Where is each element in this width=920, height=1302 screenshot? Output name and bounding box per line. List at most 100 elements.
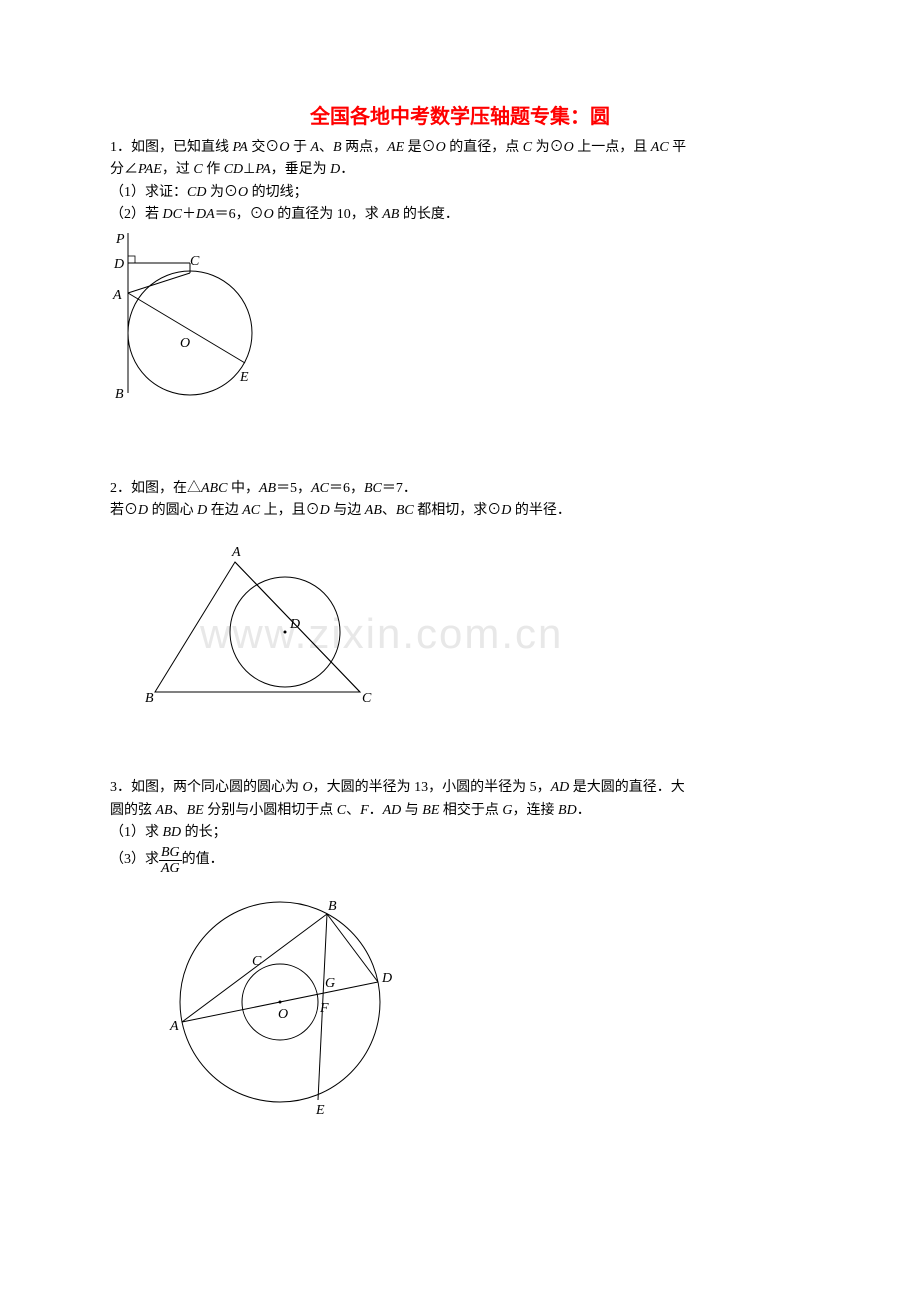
text: ，连接 xyxy=(513,803,559,818)
var-O: O xyxy=(564,140,574,155)
page-title: 全国各地中考数学压轴题专集：圆 xyxy=(110,100,810,129)
text: ＝5， xyxy=(276,481,311,496)
text: 的长度． xyxy=(399,207,459,222)
var-CD: CD xyxy=(187,185,206,200)
label-B: B xyxy=(145,691,154,706)
text: 分∠ xyxy=(110,162,138,177)
problem-2: 2．如图，在△ABC 中，AB＝5，AC＝6，BC＝7． 若⊙D 的圆心 D 在… xyxy=(110,478,810,523)
var-C: C xyxy=(337,803,346,818)
label-C: C xyxy=(190,254,200,269)
var-D: D xyxy=(330,162,340,177)
text: 于 xyxy=(289,140,310,155)
text: 为⊙ xyxy=(532,140,564,155)
text: 与 xyxy=(401,803,422,818)
var-D: D xyxy=(197,503,207,518)
text: 在边 xyxy=(207,503,242,518)
text: 的直径，点 xyxy=(446,140,523,155)
var-O: O xyxy=(436,140,446,155)
text: 与边 xyxy=(330,503,365,518)
label-A: A xyxy=(231,545,241,560)
text: 都相切，求⊙ xyxy=(414,503,502,518)
text: ＋ xyxy=(182,207,196,222)
var-F: F xyxy=(360,803,369,818)
var-BC: BC xyxy=(364,481,382,496)
var-AE: AE xyxy=(387,140,404,155)
text: 、 xyxy=(382,503,396,518)
label-A: A xyxy=(112,288,122,303)
frac-num: BG xyxy=(159,845,182,861)
text: 分别与小圆相切于点 xyxy=(204,803,337,818)
label-C: C xyxy=(252,954,262,969)
text: 的值． xyxy=(182,849,224,871)
text: ，垂足为 xyxy=(271,162,331,177)
text: 上，且⊙ xyxy=(260,503,320,518)
var-O: O xyxy=(264,207,274,222)
var-AC: AC xyxy=(242,503,260,518)
text: ＝6， xyxy=(329,481,364,496)
var-AB: AB xyxy=(259,481,276,496)
text: ，大圆的半径为 13，小圆的半径为 5， xyxy=(313,780,551,795)
text: 两点， xyxy=(342,140,388,155)
text: 的切线； xyxy=(248,185,308,200)
problem-3: 3．如图，两个同心圆的圆心为 O，大圆的半径为 13，小圆的半径为 5，AD 是… xyxy=(110,777,810,876)
text: 平 xyxy=(669,140,687,155)
var-BE: BE xyxy=(187,803,204,818)
var-D: D xyxy=(501,503,511,518)
label-B: B xyxy=(115,387,124,402)
label-C: C xyxy=(362,691,372,706)
label-A: A xyxy=(169,1019,179,1034)
text: ＝7． xyxy=(382,481,417,496)
text: 作 xyxy=(203,162,224,177)
text: 上一点，且 xyxy=(574,140,651,155)
var-O: O xyxy=(279,140,289,155)
text: 的直径为 10，求 xyxy=(274,207,383,222)
text: ． xyxy=(577,803,591,818)
figure-3: A B C D E F G O xyxy=(160,882,810,1127)
frac-den: AG xyxy=(159,861,182,876)
text: （1）求 xyxy=(110,825,163,840)
var-C: C xyxy=(523,140,532,155)
text: 是大圆的直径．大 xyxy=(569,780,685,795)
text: 的半径． xyxy=(511,503,571,518)
text: 交⊙ xyxy=(248,140,280,155)
var-O: O xyxy=(238,185,248,200)
var-PA: PA xyxy=(233,140,248,155)
text: 、 xyxy=(319,140,333,155)
var-D: D xyxy=(320,503,330,518)
var-B: B xyxy=(333,140,342,155)
label-D: D xyxy=(381,971,392,986)
label-B: B xyxy=(328,899,337,914)
text: 2．如图，在△ xyxy=(110,481,201,496)
text: 是⊙ xyxy=(404,140,436,155)
fraction-BG-AG: BG AG xyxy=(159,845,182,877)
label-G: G xyxy=(325,976,335,991)
text: ，过 xyxy=(162,162,194,177)
figure-2: A B C D xyxy=(140,542,810,717)
var-A: A xyxy=(310,140,319,155)
text: ＝6，⊙ xyxy=(215,207,264,222)
var-DC: DC xyxy=(163,207,182,222)
var-AB: AB xyxy=(365,503,382,518)
label-P: P xyxy=(115,233,125,247)
var-AB: AB xyxy=(382,207,399,222)
var-AD: AD xyxy=(551,780,570,795)
text: 3．如图，两个同心圆的圆心为 xyxy=(110,780,303,795)
figure-1: P D C A O B E xyxy=(110,233,810,428)
text: 若⊙ xyxy=(110,503,138,518)
var-PAE: PAE xyxy=(138,162,162,177)
var-BE: BE xyxy=(422,803,439,818)
label-E: E xyxy=(315,1103,325,1118)
text: 、 xyxy=(346,803,360,818)
text: （1）求证： xyxy=(110,185,187,200)
text: ． xyxy=(340,162,354,177)
var-G: G xyxy=(502,803,512,818)
text: 的圆心 xyxy=(148,503,197,518)
label-E: E xyxy=(239,370,249,385)
text: ⊥ xyxy=(243,162,255,177)
text: 的长； xyxy=(181,825,227,840)
var-BD: BD xyxy=(163,825,182,840)
var-AC: AC xyxy=(311,481,329,496)
text: 中， xyxy=(227,481,259,496)
label-O: O xyxy=(180,336,190,351)
text: 为⊙ xyxy=(206,185,238,200)
